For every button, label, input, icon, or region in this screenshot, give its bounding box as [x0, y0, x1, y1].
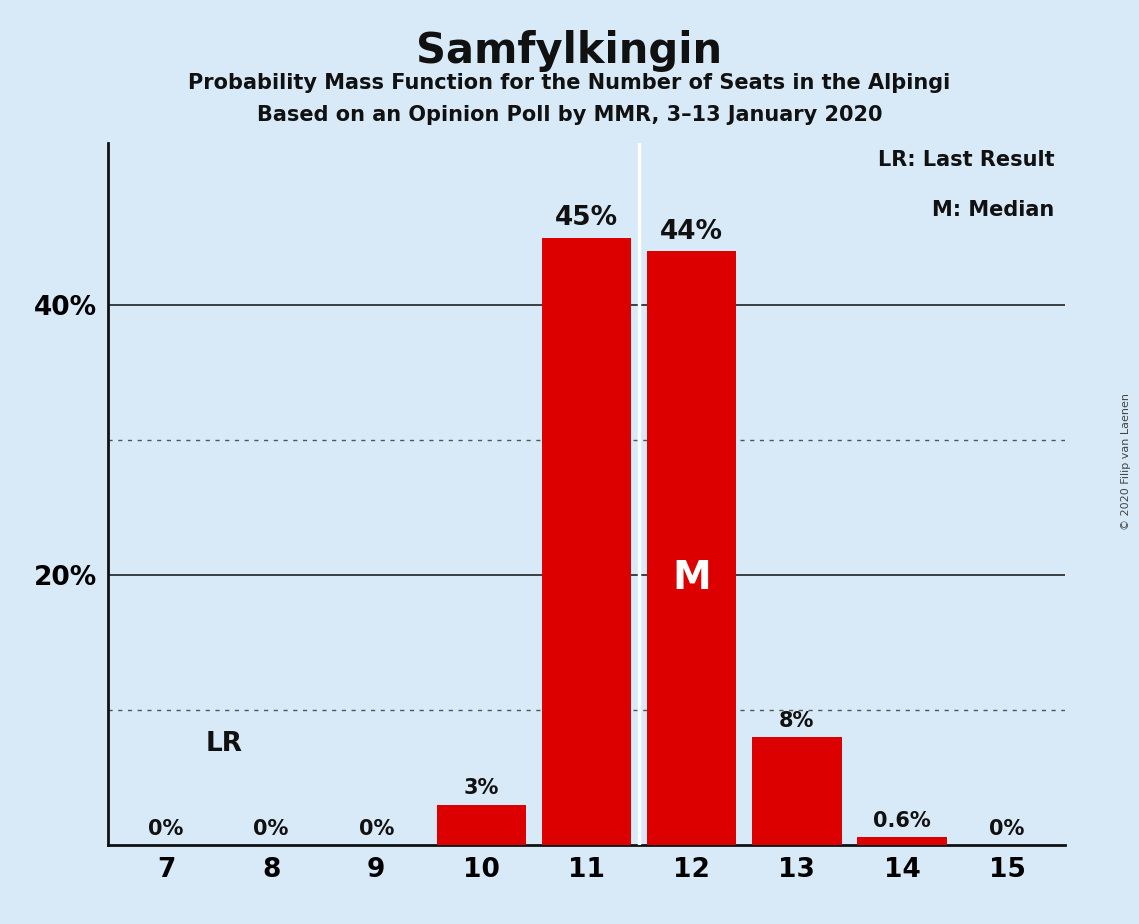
Text: LR: LR — [205, 731, 243, 757]
Bar — [542, 237, 631, 845]
Text: © 2020 Filip van Laenen: © 2020 Filip van Laenen — [1121, 394, 1131, 530]
Text: 8%: 8% — [779, 711, 814, 731]
Text: 0%: 0% — [990, 819, 1025, 839]
Text: Based on an Opinion Poll by MMR, 3–13 January 2020: Based on an Opinion Poll by MMR, 3–13 Ja… — [256, 105, 883, 126]
Text: 45%: 45% — [555, 205, 618, 231]
Bar — [858, 837, 947, 845]
Text: 0.6%: 0.6% — [874, 810, 931, 831]
Text: Samfylkingin: Samfylkingin — [417, 30, 722, 71]
Text: LR: Last Result: LR: Last Result — [878, 150, 1055, 170]
Text: Probability Mass Function for the Number of Seats in the Alþingi: Probability Mass Function for the Number… — [188, 73, 951, 93]
Bar — [436, 805, 526, 845]
Text: 0%: 0% — [148, 819, 183, 839]
Text: 0%: 0% — [359, 819, 394, 839]
Bar — [647, 251, 737, 845]
Text: M: M — [672, 559, 711, 597]
Text: 3%: 3% — [464, 778, 499, 798]
Bar — [752, 737, 842, 845]
Text: 44%: 44% — [661, 218, 723, 245]
Text: 0%: 0% — [254, 819, 289, 839]
Text: M: Median: M: Median — [932, 200, 1055, 220]
